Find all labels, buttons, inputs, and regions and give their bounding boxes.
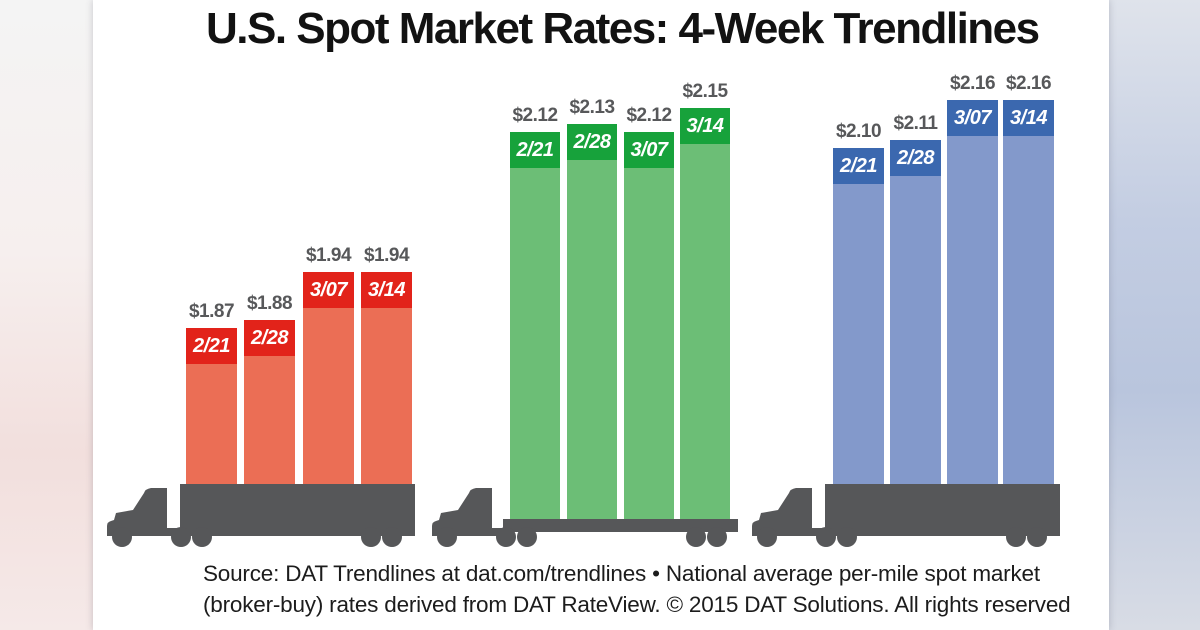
bar-value-label: $2.13 [569,97,615,118]
bar-date-label: 2/21 [186,328,237,364]
bar-value-label: $2.16 [1005,73,1052,94]
bar-group-2-3/14: 3/14 $2.15 [680,81,730,519]
bar-date-label: 3/07 [624,132,674,168]
bar-group-1-3/14: 3/14 $1.94 [361,245,412,484]
semi-truck-flatbed-icon [430,484,750,550]
bar-date-label: 2/21 [510,132,560,168]
bar-value-label: $1.88 [246,293,293,314]
bar-group-3-2/28: 2/28 $2.11 [890,113,941,484]
bar-date-label: 3/07 [947,100,998,136]
bar-group-2-2/28: 2/28 $2.13 [567,97,617,519]
bar-group-3-2/21: 2/21 $2.10 [833,121,884,484]
bar-value-label: $2.15 [682,81,728,102]
bar-value-label: $2.12 [512,105,558,126]
bar-date-label: 2/28 [567,124,617,160]
bar-date-label: 2/21 [833,148,884,184]
bar-date-label: 3/14 [361,272,412,308]
bar-date-label: 3/14 [680,108,730,144]
background-gradient-right [1109,0,1200,630]
bar-value-label: $2.10 [835,121,882,142]
bar-date-label: 2/28 [890,140,941,176]
bar-value-label: $1.94 [363,245,410,266]
bar-value-label: $1.87 [188,301,235,322]
background-gradient-left [0,0,93,630]
bar-date-label: 3/07 [303,272,354,308]
source-text: Source: DAT Trendlines at dat.com/trendl… [203,558,1071,620]
bar-group-3-3/07: 3/07 $2.16 [947,73,998,484]
bar-group-1-2/28: 2/28 $1.88 [244,293,295,484]
bar-value-label: $2.11 [893,113,939,134]
source-text-line-2: (broker-buy) rates derived from DAT Rate… [203,592,1071,617]
page-title: U.S. Spot Market Rates: 4-Week Trendline… [206,4,1040,53]
semi-truck-box-trailer-icon [750,484,1070,550]
semi-truck-box-trailer-icon [105,484,425,550]
source-text-line-1: Source: DAT Trendlines at dat.com/trendl… [203,561,1040,586]
bar-value-label: $2.16 [949,73,996,94]
bar-group-2-2/21: 2/21 $2.12 [510,105,560,519]
bar-group-1-3/07: 3/07 $1.94 [303,245,354,484]
bar-date-label: 3/14 [1003,100,1054,136]
bar-date-label: 2/28 [244,320,295,356]
bar-group-3-3/14: 3/14 $2.16 [1003,73,1054,484]
bar-value-label: $1.94 [305,245,352,266]
bar-group-1-2/21: 2/21 $1.87 [186,301,237,484]
bar-group-2-3/07: 3/07 $2.12 [624,105,674,519]
bar-value-label: $2.12 [626,105,672,126]
